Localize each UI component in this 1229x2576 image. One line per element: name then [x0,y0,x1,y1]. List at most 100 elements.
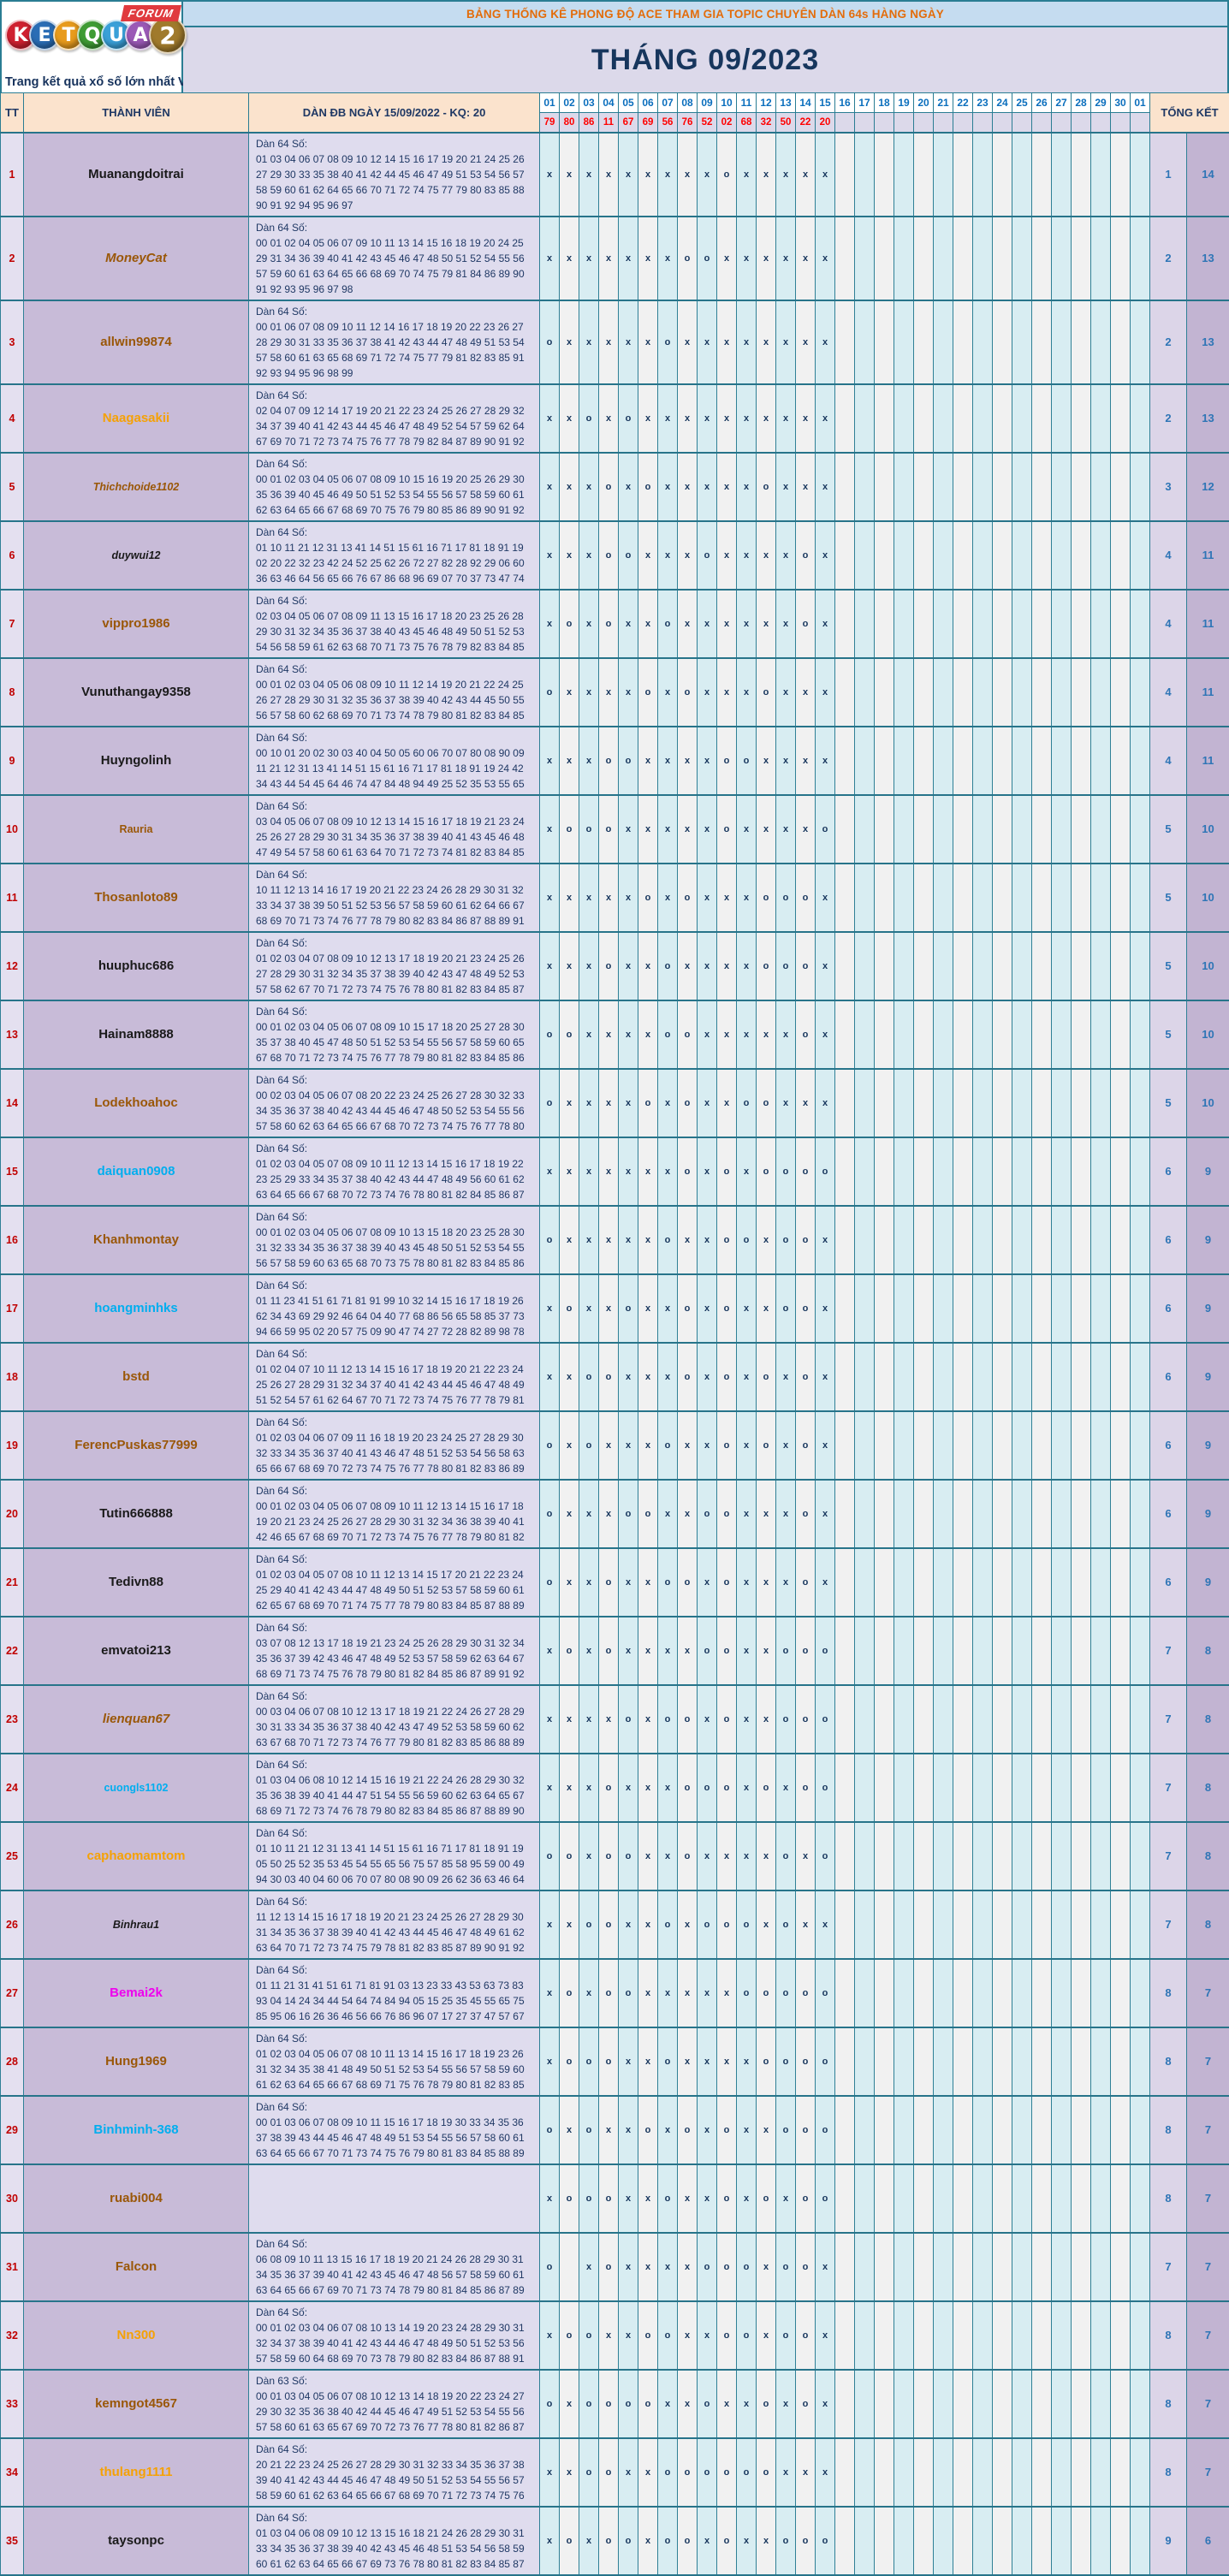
dan-cell: Dàn 64 Số:01 02 03 04 07 08 09 10 12 13 … [249,932,540,1000]
mark-cell [1052,2370,1072,2438]
mark-cell: x [599,1411,619,1480]
mark-cell [1012,1274,1032,1343]
dan-cell: Dàn 64 Số:01 02 03 04 06 07 09 11 16 18 … [249,1411,540,1480]
mark-cell [894,795,914,864]
mark-cell: x [698,2301,717,2370]
mark-cell [1012,1685,1032,1754]
mark-cell [1091,521,1111,590]
dan-numbers: Dàn 64 Số:01 03 04 06 08 09 10 12 13 15 … [256,2510,532,2572]
dan-line: 29 31 34 36 39 40 41 42 43 45 46 47 48 5… [256,251,532,266]
mark-cell: x [776,1480,796,1548]
mark-cell: x [816,727,835,795]
mark-cell [973,1206,993,1274]
mark-cell [1032,932,1052,1000]
mark-cell [1091,1000,1111,1069]
dan-cell: Dàn 64 Số:00 01 02 03 04 06 07 08 10 13 … [249,2301,540,2370]
mark-cell [875,727,894,795]
kq-result-cell: 20 [816,113,835,133]
mark-cell [1131,932,1150,1000]
mark-cell [953,795,973,864]
mark-cell: o [757,864,776,932]
mark-cell [914,384,934,453]
mark-cell [835,1137,855,1206]
mark-cell [875,590,894,658]
mark-cell [875,2370,894,2438]
mark-cell [835,521,855,590]
mark-cell: o [796,1548,816,1617]
mark-cell [914,300,934,384]
total-hit-count: 10 [1187,864,1229,932]
dan-numbers: Dàn 64 Số:02 03 04 05 06 07 08 09 11 13 … [256,593,532,655]
mark-cell [894,932,914,1000]
mark-cell [953,384,973,453]
mark-cell [855,1548,875,1617]
mark-cell [1091,2027,1111,2096]
mark-cell: o [757,2164,776,2233]
mark-cell [1091,1685,1111,1754]
mark-cell [1032,300,1052,384]
mark-cell: o [658,2164,678,2233]
mark-cell: x [540,453,560,521]
mark-cell [1052,1137,1072,1206]
kq-result-cell [953,113,973,133]
mark-cell [875,658,894,727]
mark-cell: x [619,932,638,1000]
mark-cell [1072,1959,1091,2027]
mark-cell: o [776,864,796,932]
mark-cell [1012,1411,1032,1480]
kq-result-cell [1032,113,1052,133]
dan-line: 01 02 03 04 05 07 08 10 11 12 13 14 15 1… [256,1567,532,1582]
mark-cell [1052,1411,1072,1480]
mark-cell [953,2096,973,2164]
mark-cell [1091,1206,1111,1274]
day-header-cell: 04 [599,93,619,113]
forum-badge: FORUM [121,5,181,21]
mark-cell [1131,2096,1150,2164]
mark-cell [934,453,953,521]
mark-cell: x [638,133,658,217]
mark-cell [914,1890,934,1959]
dan-line: 68 69 71 72 73 74 76 78 79 80 82 83 84 8… [256,1803,532,1819]
mark-cell: x [638,1685,658,1754]
dan-cell: Dàn 64 Số:03 04 05 06 07 08 09 10 12 13 … [249,795,540,864]
mark-cell [875,1959,894,2027]
mark-cell [1131,1137,1150,1206]
mark-cell [934,932,953,1000]
mark-cell: o [619,2370,638,2438]
mark-cell [875,2438,894,2507]
mark-cell [894,1685,914,1754]
total-hit-count: 10 [1187,1069,1229,1137]
mark-cell [953,1959,973,2027]
mark-cell: o [560,1000,579,1069]
mark-cell: x [698,658,717,727]
dan-line: 27 29 30 33 35 38 40 41 42 44 45 46 47 4… [256,167,532,182]
mark-cell [934,1000,953,1069]
row-number-cell: 16 [1,1206,24,1274]
mark-cell: x [737,133,757,217]
dan-line: 63 64 65 66 67 70 71 73 74 75 76 79 80 8… [256,2146,532,2161]
mark-cell: o [816,1137,835,1206]
dan-line: 51 52 54 57 61 62 64 67 70 71 72 73 74 7… [256,1392,532,1408]
day-header-cell: 13 [776,93,796,113]
mark-cell [875,2301,894,2370]
mark-cell: o [540,1000,560,1069]
mark-cell [1032,1343,1052,1411]
mark-cell [1072,453,1091,521]
day-header-cell: 10 [717,93,737,113]
mark-cell [934,384,953,453]
member-name: Binhminh-368 [93,2122,178,2137]
mark-cell: o [560,1274,579,1343]
total-hit-count: 7 [1187,2301,1229,2370]
mark-cell [1072,1137,1091,1206]
mark-cell: x [678,932,698,1000]
dan-line: 34 37 39 40 41 42 43 44 45 46 47 48 49 5… [256,418,532,434]
mark-cell [894,864,914,932]
mark-cell: x [698,2096,717,2164]
row-number-cell: 25 [1,1822,24,1890]
